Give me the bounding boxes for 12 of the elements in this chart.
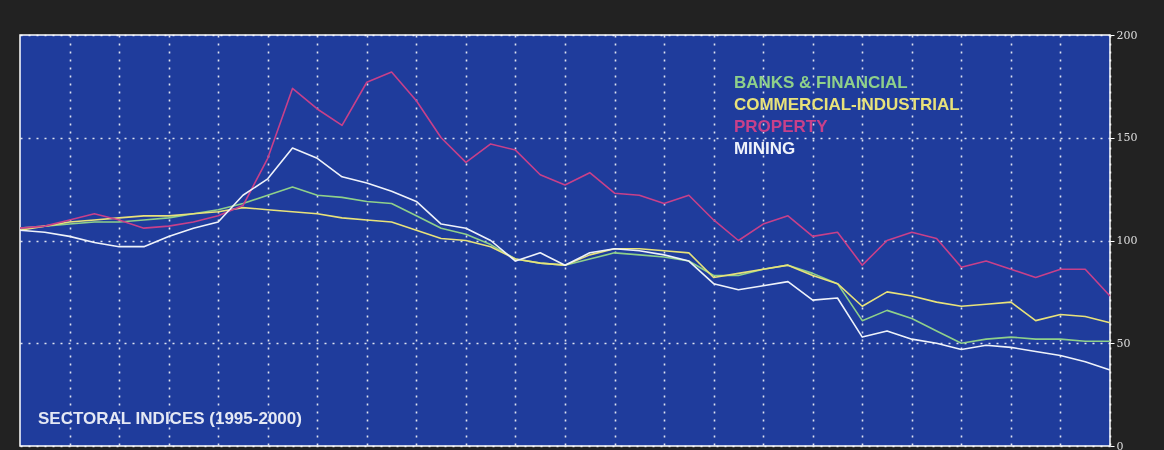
y-tick-label: 150 (1116, 131, 1138, 145)
y-tick-label: 200 (1116, 28, 1138, 42)
text: PROPERTY (733, 117, 829, 136)
text: COMMERCIAL-INDUSTRIAL (733, 95, 960, 114)
text: MINING (733, 139, 796, 158)
y-tick-label: 100 (1116, 234, 1138, 247)
y-tick-label: 50 (1116, 336, 1131, 350)
text: BANKS & FINANCIAL (733, 73, 908, 92)
y-tick-label: 0 (1116, 439, 1124, 450)
line-series (19, 71, 1111, 297)
line-series (19, 206, 1111, 324)
text: SECTORAL INDICES (1995-2000) (38, 409, 302, 428)
